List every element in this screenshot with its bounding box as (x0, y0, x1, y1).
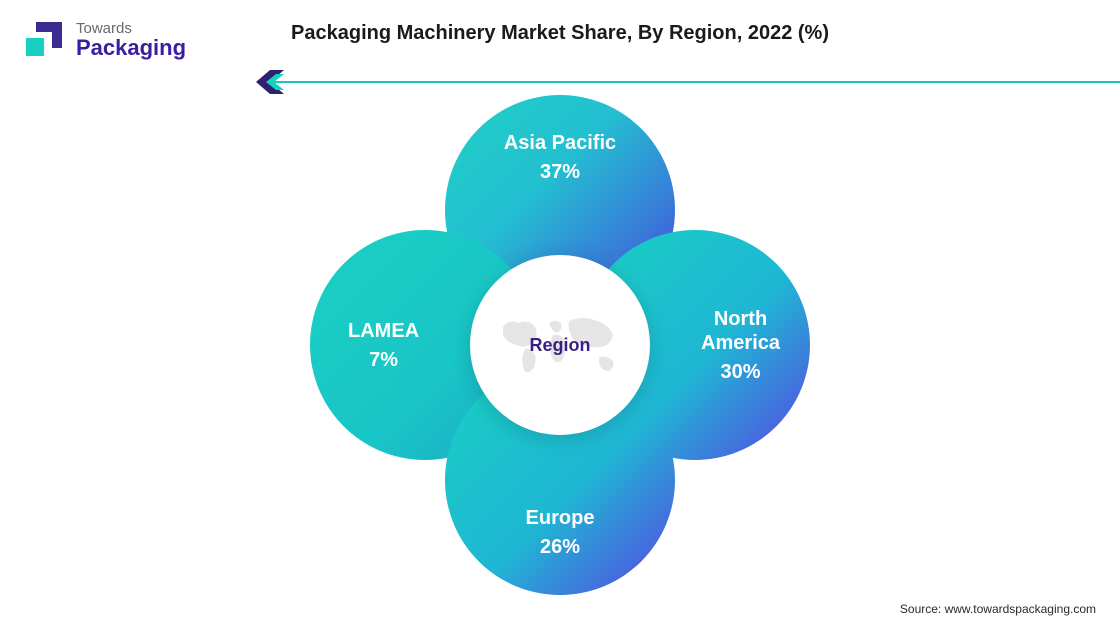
petal-value: 37% (504, 161, 616, 184)
chevron-left-icon (256, 70, 284, 94)
divider-line (274, 81, 1120, 83)
page-title: Packaging Machinery Market Share, By Reg… (0, 22, 1120, 45)
petal-label: LAMEA (348, 319, 419, 343)
title-divider (256, 70, 1120, 94)
petal-label: NorthAmerica (701, 307, 780, 355)
source-attribution: Source: www.towardspackaging.com (900, 602, 1096, 616)
region-share-diagram: Asia Pacific 37% LAMEA 7% NorthAmerica 3… (310, 95, 810, 595)
center-label: Region (530, 335, 591, 356)
petal-label: Europe (526, 506, 595, 530)
petal-label: Asia Pacific (504, 131, 616, 155)
center-circle: Region (470, 255, 650, 435)
petal-value: 7% (348, 349, 419, 372)
petal-value: 26% (526, 536, 595, 559)
petal-value: 30% (701, 361, 780, 384)
